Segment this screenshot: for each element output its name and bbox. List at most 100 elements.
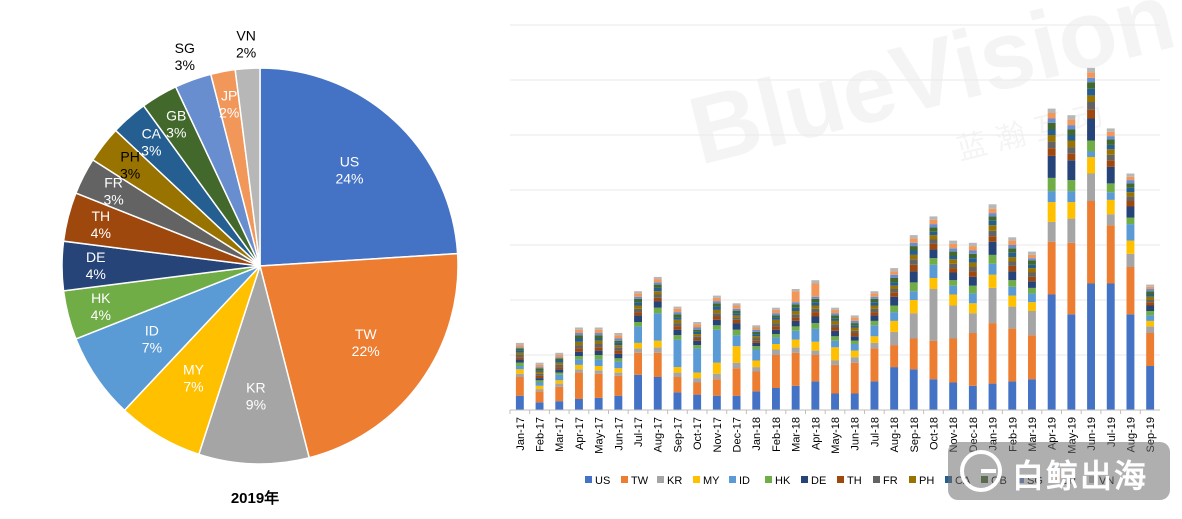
x-tick-label: Oct-18 [929, 417, 941, 450]
bar-segment-sg [929, 224, 938, 228]
bar-segment-jp [535, 364, 544, 368]
bar-segment-id [634, 326, 642, 343]
bar-segment-us [1047, 294, 1056, 410]
bar-segment-ph [988, 225, 997, 231]
pie-value-ca: 3% [141, 143, 161, 159]
bar-segment-ca [575, 338, 583, 342]
bar-segment-hk [1067, 180, 1076, 192]
x-tick-label: Jul-18 [869, 417, 881, 447]
bar-segment-gb [890, 278, 899, 283]
bar-segment-tw [1126, 267, 1135, 315]
pie-value-th: 4% [91, 225, 111, 241]
bar-segment-jp [890, 271, 899, 275]
bar-segment-de [909, 271, 918, 283]
bar-segment-vn [929, 216, 938, 220]
bar-segment-vn [575, 327, 583, 330]
bar-segment-id [752, 349, 761, 361]
bar-segment-tw [791, 352, 800, 386]
bar-segment-kr [870, 342, 879, 349]
bar-segment-hk [1126, 217, 1135, 225]
bar-segment-id [831, 340, 839, 348]
bar-segment-sg [791, 302, 800, 305]
bar-segment-kr [712, 373, 721, 380]
legend-label-th: TH [847, 475, 862, 487]
bar-segment-ca [535, 370, 544, 372]
x-tick-label: Sep-17 [672, 417, 684, 452]
bar-segment-de [791, 320, 800, 327]
bar-segment-fr [1008, 261, 1017, 266]
x-tick-label: Jan-17 [515, 417, 527, 451]
bar-segment-jp [614, 335, 623, 339]
bar-segment-ph [712, 309, 721, 314]
bar-segment-de [1146, 305, 1155, 311]
pie-value-vn: 2% [236, 44, 256, 60]
pie-label-my: MY [183, 362, 205, 378]
bar-segment-jp [1047, 113, 1056, 119]
bar-segment-id [772, 337, 780, 344]
bar-segment-hk [831, 336, 839, 341]
legend-swatch-hk [765, 476, 772, 483]
bar-segment-tw [752, 371, 761, 392]
bar-segment-kr [988, 287, 997, 324]
bar-segment-tw [712, 379, 721, 396]
bar-segment-hk [653, 307, 662, 314]
bar-segment-my [594, 366, 603, 371]
bar-segment-fr [515, 355, 524, 358]
bar-segment-id [1028, 293, 1036, 303]
bar-segment-vn [831, 307, 839, 310]
bar-segment-tw [1087, 201, 1095, 284]
bar-segment-ca [594, 338, 603, 341]
bar-segment-sg [693, 327, 702, 330]
bar-segment-vn [1028, 251, 1036, 255]
bar-segment-de [732, 323, 741, 330]
pie-label-hk: HK [91, 290, 111, 306]
bar-segment-jp [515, 345, 524, 348]
bar-segment-gb [772, 315, 780, 318]
bar-segment-de [929, 249, 938, 259]
bar-segment-my [634, 342, 642, 349]
legend-label-tw: TW [631, 475, 649, 487]
bar-segment-jp [712, 297, 721, 302]
bar-segment-de [653, 301, 662, 308]
bar-segment-us [1028, 379, 1036, 410]
bar-segment-tw [870, 348, 879, 382]
bar-segment-ph [968, 262, 977, 267]
bar-segment-id [968, 293, 977, 304]
bar-segment-jp [1008, 240, 1017, 245]
bar-segment-tw [515, 377, 524, 396]
bar-segment-id [1067, 191, 1076, 203]
bar-segment-jp [811, 283, 820, 297]
bar-segment-de [693, 340, 702, 346]
bar-segment-tw [831, 364, 839, 394]
x-tick-label: Nov-17 [712, 417, 724, 452]
bar-segment-gb [1047, 122, 1056, 130]
bar-segment-hk [949, 280, 958, 286]
stacked-bar-chart: Jan-17 Feb-17 Mar-17 Apr-17 May-17 Jun-17 Jul-… [509, 24, 1160, 487]
bar-segment-de [614, 353, 623, 359]
bar-segment-vn [850, 315, 859, 318]
bar-segment-fr [890, 289, 899, 293]
pie-value-us: 24% [335, 171, 363, 187]
pie-chart: US24%TW22%KR9%MY7%ID7%HK4%DE4%TH4%FR3%PH… [61, 27, 459, 507]
bar-segment-gb [1126, 183, 1135, 188]
bar-segment-vn [614, 333, 623, 336]
bar-segment-th [515, 357, 524, 360]
bar-segment-hk [673, 335, 682, 340]
bar-segment-vn [1008, 237, 1017, 241]
bar-segment-th [811, 312, 820, 317]
bar-segment-th [693, 338, 702, 341]
bar-segment-th [1087, 109, 1095, 119]
bar-segment-de [890, 296, 899, 306]
bar-segment-us [909, 369, 918, 410]
bar-segment-hk [929, 258, 938, 265]
bar-segment-my [791, 339, 800, 348]
bar-segment-tw [653, 352, 662, 377]
bar-segment-gb [653, 284, 662, 288]
bar-segment-gb [555, 358, 564, 361]
bar-segment-sg [831, 313, 839, 316]
bar-segment-th [1126, 201, 1135, 207]
bar-segment-my [555, 380, 564, 384]
pie-label-de: DE [86, 249, 105, 265]
bar-segment-jp [555, 355, 564, 358]
corner-watermark-text: 白鲸出海 [1012, 457, 1149, 495]
